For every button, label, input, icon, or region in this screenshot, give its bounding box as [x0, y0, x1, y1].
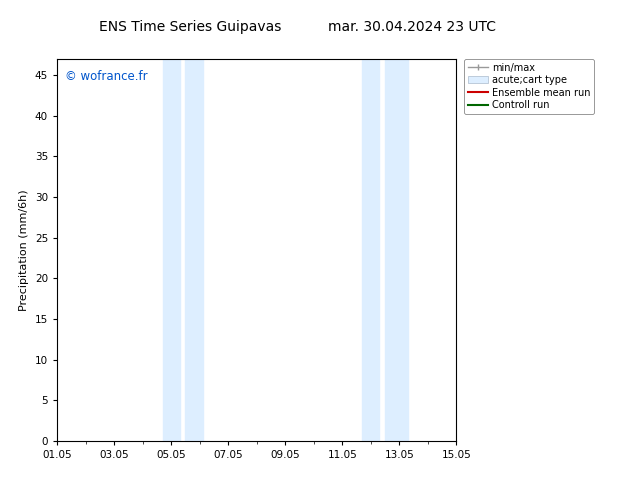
Text: mar. 30.04.2024 23 UTC: mar. 30.04.2024 23 UTC	[328, 20, 496, 34]
Y-axis label: Precipitation (mm/6h): Precipitation (mm/6h)	[19, 189, 29, 311]
Text: © wofrance.fr: © wofrance.fr	[65, 70, 148, 83]
Text: ENS Time Series Guipavas: ENS Time Series Guipavas	[99, 20, 281, 34]
Bar	[362, 59, 379, 441]
Bar	[385, 59, 408, 441]
Bar	[185, 59, 202, 441]
Legend: min/max, acute;cart type, Ensemble mean run, Controll run: min/max, acute;cart type, Ensemble mean …	[465, 59, 594, 114]
Bar	[162, 59, 180, 441]
